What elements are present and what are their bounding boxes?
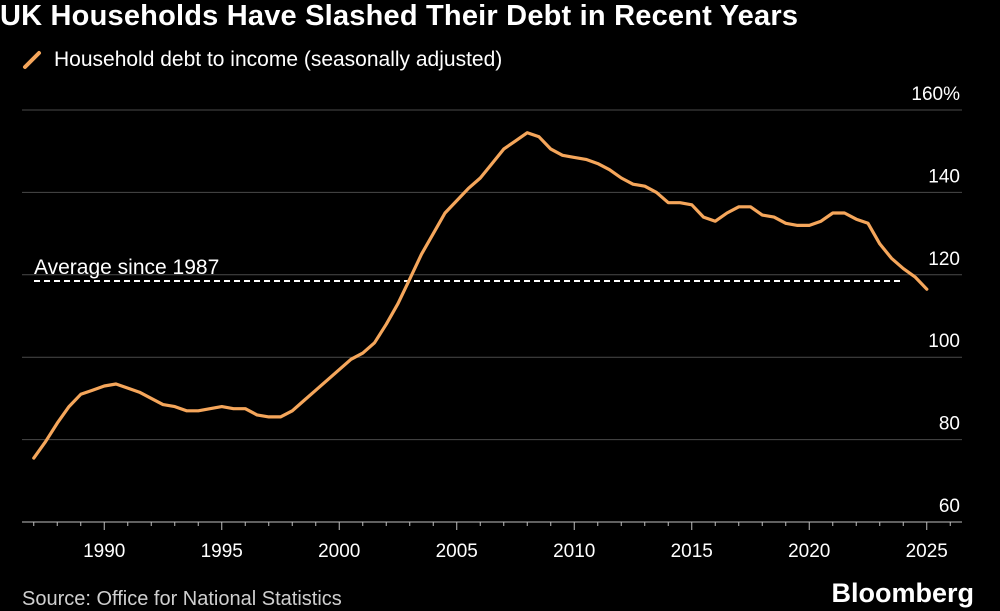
legend: Household debt to income (seasonally adj…: [22, 48, 502, 72]
average-line-group: Average since 1987: [34, 256, 900, 282]
bloomberg-logo: Bloomberg: [831, 578, 974, 608]
y-tick-label-60: 60: [939, 496, 960, 517]
y-tick-label-80: 80: [939, 414, 960, 435]
x-tick-label-1990: 1990: [83, 541, 125, 562]
legend-label: Household debt to income (seasonally adj…: [54, 48, 503, 71]
x-axis: 1990 1995 2000 2005 2010 2015 2020 2025: [22, 521, 962, 562]
y-tick-label-160: 160%: [911, 84, 960, 105]
average-label: Average since 1987: [34, 256, 219, 279]
x-tick-label-2025: 2025: [906, 541, 948, 562]
y-tick-label-100: 100: [928, 331, 960, 352]
series-layer: [32, 131, 929, 460]
y-tick-label-120: 120: [928, 249, 960, 270]
x-tick-label-2020: 2020: [788, 541, 830, 562]
y-tick-label-140: 140: [928, 166, 960, 187]
grid-lines: [22, 109, 962, 441]
series-line-0: [32, 131, 929, 460]
x-tick-label-2005: 2005: [436, 541, 478, 562]
x-tick-label-2010: 2010: [553, 541, 595, 562]
x-tick-label-2015: 2015: [671, 541, 713, 562]
y-axis: 60 80 100 120 140 160%: [911, 84, 960, 517]
x-tick-label-2000: 2000: [318, 541, 360, 562]
legend-line-icon: [23, 51, 41, 69]
x-tick-label-1995: 1995: [201, 541, 243, 562]
chart-title: UK Households Have Slashed Their Debt in…: [0, 0, 799, 32]
